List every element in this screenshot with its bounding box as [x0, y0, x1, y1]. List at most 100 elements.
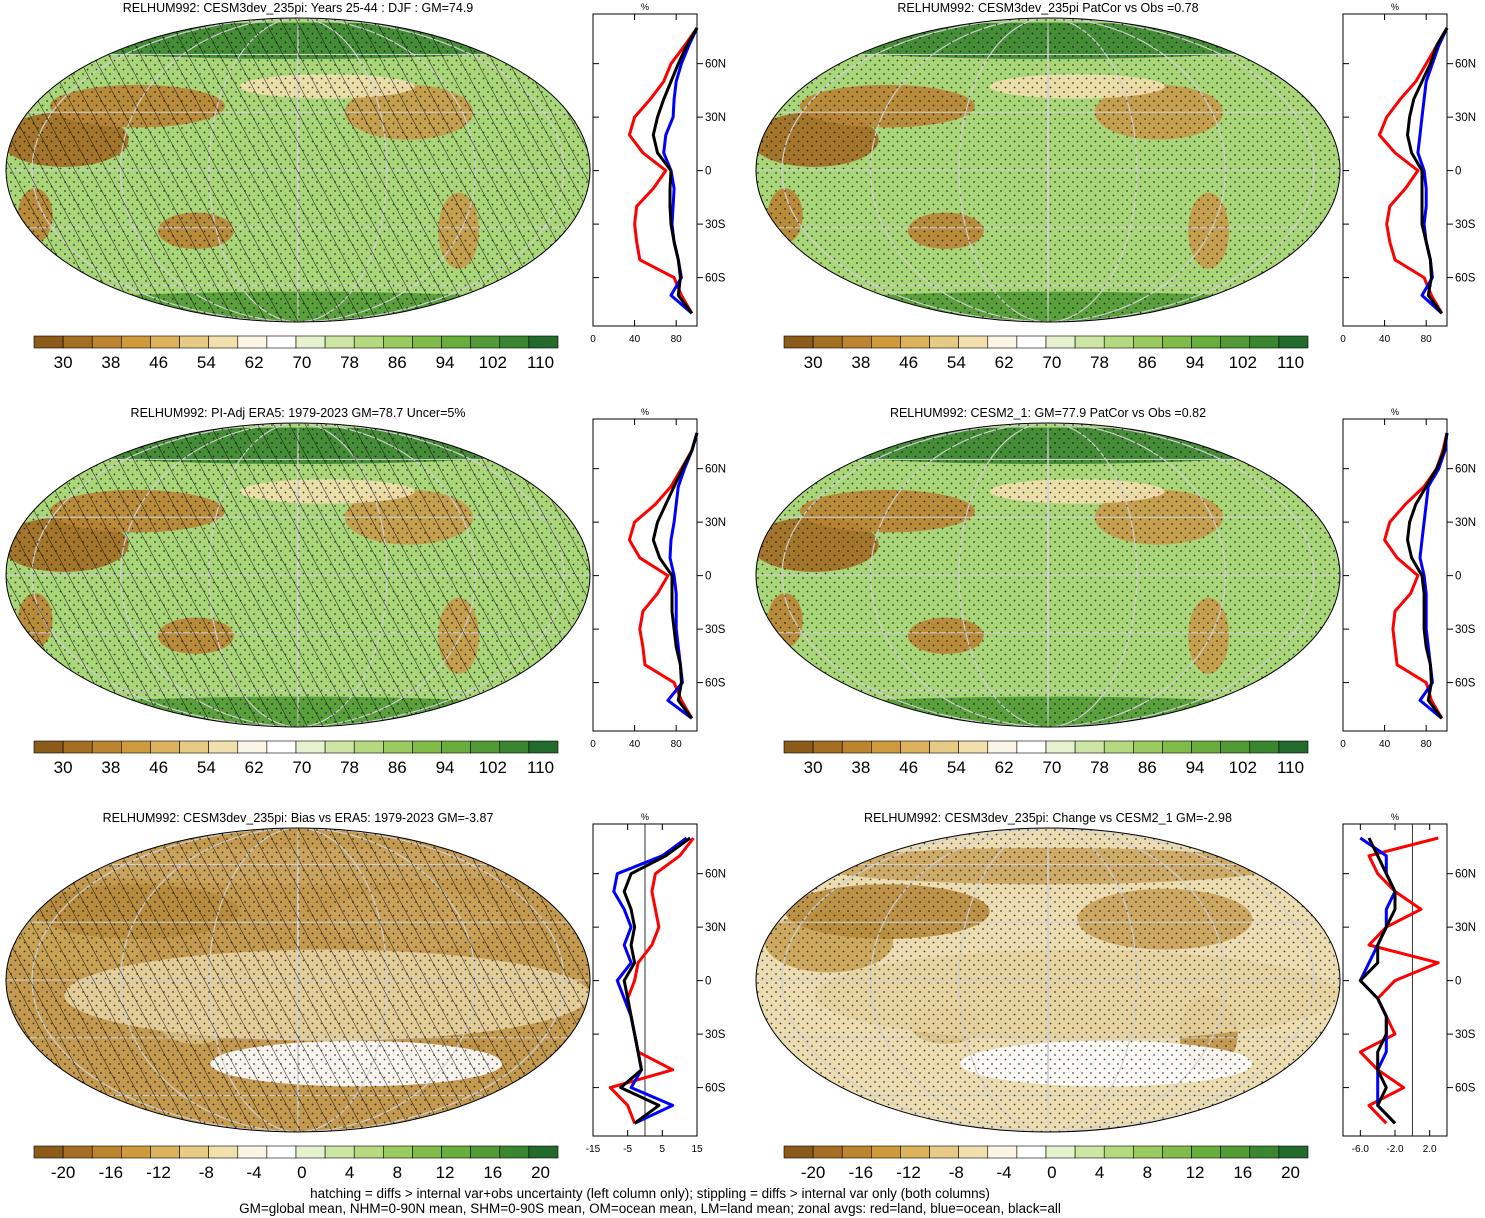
zonal-land-line — [1358, 836, 1440, 1125]
colorbar-box — [150, 740, 180, 754]
map-outline — [755, 827, 1341, 1133]
colorbar-box — [237, 335, 268, 349]
x-tick-label: 2.0 — [1423, 1144, 1437, 1155]
colorbar-label: 12 — [436, 1163, 455, 1182]
colorbar-box — [900, 1145, 930, 1159]
colorbar-label: 102 — [479, 758, 507, 777]
x-tick-label: 40 — [1379, 334, 1391, 345]
x-tick-label: 0 — [590, 739, 596, 750]
colorbar-box — [412, 740, 442, 754]
colorbar-label: 16 — [1233, 1163, 1252, 1182]
colorbar-label: 38 — [851, 758, 870, 777]
x-tick-label: 80 — [671, 334, 683, 345]
colorbar-label: -12 — [146, 1163, 171, 1182]
colorbar-box — [900, 740, 930, 754]
zonal-units: % — [1391, 2, 1399, 12]
lat-label: 30N — [705, 922, 726, 934]
zonal-mean-plot: 60N 30N 0 30S 60S% 0 40 80 — [590, 2, 726, 345]
colorbar-label: 102 — [479, 353, 507, 372]
x-tick-label: 40 — [629, 334, 641, 345]
lat-label: 60S — [1455, 1083, 1476, 1095]
panel-title: RELHUM992: CESM2_1: GM=77.9 PatCor vs Ob… — [890, 406, 1206, 420]
x-tick-label: 40 — [1379, 739, 1391, 750]
colorbar-label: 110 — [527, 353, 554, 372]
colorbar-label: -20 — [51, 1163, 76, 1182]
colorbar-label: 30 — [54, 758, 73, 777]
colorbar-box — [1162, 740, 1192, 754]
lat-label: 60S — [1455, 678, 1476, 690]
colorbar-box — [121, 740, 151, 754]
colorbar-box — [1074, 740, 1105, 754]
panel-title: RELHUM992: CESM3dev_235pi: Bias vs ERA5:… — [103, 811, 494, 825]
zonal-units: % — [641, 407, 649, 417]
colorbar-box — [91, 740, 122, 754]
footer-line-hatching: hatching = diffs > internal var+obs unce… — [310, 1186, 990, 1201]
colorbar-label: 94 — [1186, 758, 1205, 777]
colorbar-label: 20 — [1281, 1163, 1300, 1182]
colorbar-box — [353, 1145, 384, 1159]
colorbar-box — [1074, 1145, 1105, 1159]
colorbar-box — [1191, 335, 1221, 349]
colorbar-box — [1045, 335, 1076, 349]
colorbar-box — [1220, 335, 1251, 349]
colorbar-box — [1016, 1145, 1047, 1159]
colorbar-label: 46 — [899, 758, 918, 777]
colorbar-box — [499, 740, 530, 754]
colorbar-box — [1249, 1145, 1280, 1159]
colorbar-label: 86 — [388, 758, 407, 777]
colorbar-label: 78 — [1090, 758, 1109, 777]
colorbar-label: 110 — [527, 758, 554, 777]
lat-label: 0 — [705, 976, 711, 988]
colorbar-box — [841, 740, 872, 754]
colorbar-label: 70 — [1042, 353, 1061, 372]
colorbar-box — [266, 1145, 297, 1159]
zonal-all-line — [651, 27, 699, 315]
colorbar-box — [1103, 740, 1134, 754]
colorbar-box — [812, 335, 843, 349]
colorbar-box — [1103, 1145, 1134, 1159]
zonal-mean-plot: 60N 30N 0 30S 60S% 0 40 80 — [590, 407, 726, 750]
colorbar-box — [62, 740, 93, 754]
colorbar-label: 94 — [436, 758, 455, 777]
lat-label: 60N — [1455, 59, 1476, 71]
colorbar-box — [441, 335, 471, 349]
colorbar-label: 110 — [1277, 758, 1304, 777]
colorbar-box — [237, 740, 268, 754]
colorbar-label: 54 — [947, 353, 966, 372]
zonal-units: % — [1391, 407, 1399, 417]
lat-label: 0 — [1455, 976, 1461, 988]
colorbar-box — [871, 740, 901, 754]
lat-label: 60N — [1455, 464, 1476, 476]
colorbar-label: 4 — [345, 1163, 354, 1182]
lat-label: 30S — [705, 624, 726, 636]
colorbar-label: 110 — [1277, 353, 1304, 372]
lat-label: 0 — [705, 571, 711, 583]
panel-title: RELHUM992: CESM3dev_235pi PatCor vs Obs … — [897, 1, 1198, 15]
lat-label: 30S — [1455, 219, 1476, 231]
colorbar-box — [1191, 1145, 1221, 1159]
colorbar-label: -8 — [949, 1163, 964, 1182]
lat-label: 30N — [705, 517, 726, 529]
lat-label: 60N — [1455, 869, 1476, 881]
colorbar-box — [383, 740, 413, 754]
panel-title: RELHUM992: CESM3dev_235pi: Change vs CES… — [864, 811, 1232, 825]
colorbar-label: 46 — [149, 758, 168, 777]
colorbar-label: -20 — [801, 1163, 826, 1182]
zonal-all-line — [619, 836, 691, 1125]
colorbar-label: 54 — [197, 353, 216, 372]
panel-3: RELHUM992: PI-Adj ERA5: 1979-2023 GM=78.… — [5, 406, 726, 777]
x-tick-label: -5 — [623, 1144, 632, 1155]
colorbar-box — [958, 335, 989, 349]
colorbar-box — [1103, 335, 1134, 349]
panel-5: RELHUM992: CESM3dev_235pi: Bias vs ERA5:… — [5, 811, 726, 1182]
colorbar-label: 102 — [1229, 758, 1257, 777]
x-tick-label: 0 — [1340, 739, 1346, 750]
colorbar-box — [783, 740, 814, 754]
colorbar-box — [62, 335, 93, 349]
zonal-land-line — [627, 432, 699, 720]
colorbar-label: 94 — [436, 353, 455, 372]
zonal-land-line — [1377, 27, 1449, 315]
lat-label: 60N — [705, 869, 726, 881]
colorbar-box — [1016, 740, 1047, 754]
footer-line-definitions: GM=global mean, NHM=0-90N mean, SHM=0-90… — [239, 1201, 1061, 1216]
